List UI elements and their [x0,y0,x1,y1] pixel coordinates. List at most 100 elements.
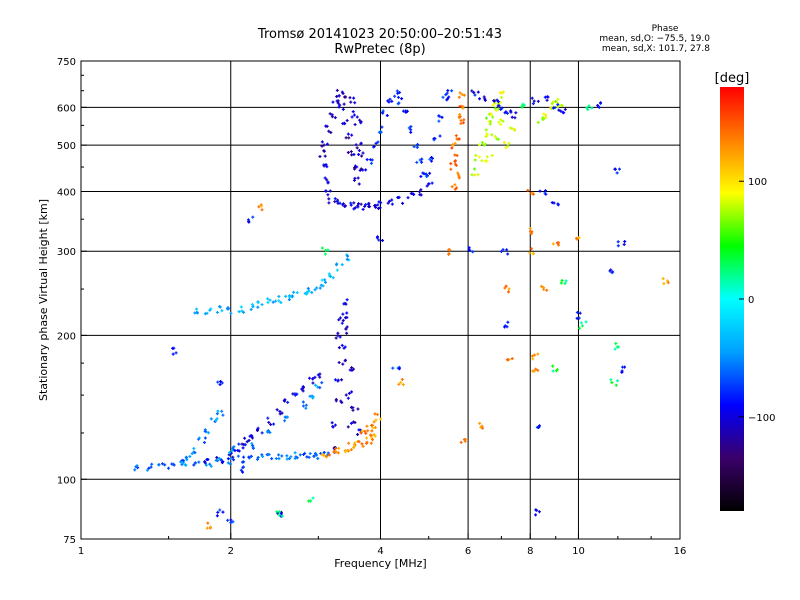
data-point [280,454,284,458]
data-point [457,95,461,99]
data-point [360,442,364,446]
data-point [341,203,345,207]
data-point [308,376,312,380]
data-point [331,276,335,280]
data-point [295,392,299,396]
data-point [215,455,219,459]
data-point [431,156,435,160]
data-point [550,102,554,106]
data-point [441,95,445,99]
data-point [560,278,564,282]
data-point [614,383,618,387]
data-point [386,99,390,103]
data-point [617,167,621,171]
data-point [531,102,535,106]
data-point [147,466,151,470]
y-tick-label: 300 [57,247,76,258]
data-point [208,462,212,466]
data-point [353,123,357,127]
data-point [457,173,461,177]
data-point [241,465,245,469]
data-point [311,396,315,400]
phase-stats: Phase mean, sd,O: −75.5, 19.0 mean, sd,X… [590,24,710,54]
data-point [473,158,477,162]
data-point [280,514,284,518]
data-point [420,160,424,164]
data-point [453,183,457,187]
phase-stats-o: mean, sd,O: −75.5, 19.0 [599,34,710,44]
data-point [470,89,474,93]
y-tick-label: 200 [57,331,76,342]
data-point [401,201,405,205]
data-point [353,206,357,210]
data-point [615,379,619,383]
data-point [454,134,458,138]
data-point [338,335,342,339]
data-point [322,450,326,454]
data-point [359,431,363,435]
data-point [345,325,349,329]
data-point [302,452,306,456]
data-point [449,162,453,166]
data-point [256,455,260,459]
data-point [478,143,481,147]
data-point [306,289,310,293]
data-point [399,380,403,384]
data-point [335,268,339,272]
data-point [397,367,401,371]
data-point [324,454,328,458]
data-point [346,151,350,155]
data-point [575,310,579,314]
data-point [321,284,325,288]
data-point [390,198,394,202]
data-point [406,196,410,200]
data-point [328,112,332,116]
trace-f-layer-orange [449,91,466,191]
data-point [290,294,294,298]
data-point [218,508,222,512]
data-point [424,173,428,177]
data-point [531,369,535,373]
data-point [438,134,442,138]
data-point [462,118,466,122]
data-point [510,115,514,119]
data-point [407,126,411,130]
data-point [502,141,506,145]
data-point [552,201,556,205]
data-point [304,403,308,407]
data-point [437,119,441,123]
data-point [551,100,555,104]
data-point [359,202,363,206]
y-tick-label: 100 [57,475,76,486]
data-point [277,453,281,457]
data-point [352,113,356,117]
data-point [301,386,305,390]
data-point [286,415,290,419]
data-point [160,462,164,466]
data-point [415,145,419,149]
data-point [318,286,322,290]
data-point [370,423,374,427]
data-point [537,426,541,429]
data-point [313,375,317,379]
data-point [665,279,669,283]
data-point [227,307,231,311]
data-point [487,120,491,124]
data-point [537,510,541,514]
data-point [315,286,319,290]
data-point [498,101,502,105]
data-point [397,382,401,386]
colorbar: [deg] 100 0 −100 [715,71,775,511]
data-point [503,286,507,290]
data-point [274,299,278,303]
trace-f-layer-dense-core [320,88,368,186]
data-point [367,204,371,208]
data-point [218,383,222,387]
data-point [338,316,342,320]
data-point [353,101,357,105]
data-point [322,143,326,147]
y-tick-label: 750 [57,57,76,68]
data-point [621,365,625,369]
data-point [333,197,337,201]
data-point [190,452,194,456]
